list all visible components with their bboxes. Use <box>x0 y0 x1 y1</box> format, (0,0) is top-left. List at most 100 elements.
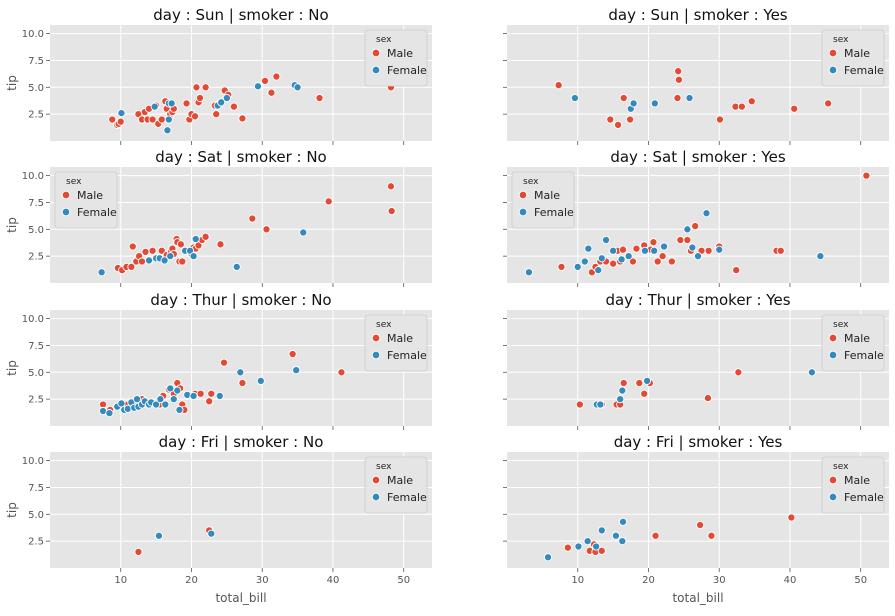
point-male <box>261 76 270 85</box>
point-male <box>178 257 187 266</box>
y-tick-label: 5.0 <box>28 83 44 94</box>
legend-frame <box>821 314 885 372</box>
panel-title: day : Fri | smoker : No <box>159 433 324 451</box>
x-tick-label: 20 <box>185 575 198 586</box>
facet-panel-4: day : Sat | smoker : Yes sex Male Female <box>503 148 889 287</box>
point-male <box>557 262 566 271</box>
point-male <box>862 171 871 180</box>
y-tick-label: 5.0 <box>28 368 44 379</box>
y-tick-label: 5.0 <box>28 510 44 521</box>
point-male <box>148 246 157 255</box>
point-male <box>707 531 716 540</box>
point-male <box>127 262 136 271</box>
legend-label-female: Female <box>387 349 427 362</box>
point-female <box>570 93 579 103</box>
legend-title: sex <box>376 35 392 45</box>
point-female <box>152 400 161 409</box>
legend: sex Male Female <box>364 456 428 514</box>
point-male <box>238 114 247 123</box>
point-female <box>618 537 627 546</box>
point-female <box>715 245 724 254</box>
legend: sex Male Female <box>821 456 885 514</box>
point-female <box>189 252 198 261</box>
legend-label-male: Male <box>387 474 413 487</box>
point-male <box>315 93 324 103</box>
legend: sex Male Female <box>511 171 575 229</box>
point-male <box>386 182 396 191</box>
point-male <box>628 257 637 266</box>
legend-title: sex <box>833 35 849 45</box>
legend-marker-female <box>828 65 838 75</box>
legend-frame <box>364 456 428 514</box>
point-male <box>324 197 333 206</box>
point-male <box>606 115 615 124</box>
point-female <box>236 368 245 377</box>
x-tick-label: 20 <box>642 575 655 586</box>
legend-label-female: Female <box>844 491 884 504</box>
point-female <box>611 531 620 540</box>
y-tick-label: 2.5 <box>28 110 44 121</box>
point-female <box>597 526 606 535</box>
point-female <box>624 252 633 261</box>
point-male <box>674 75 683 84</box>
legend-frame <box>511 171 575 229</box>
legend-marker-male <box>61 190 71 200</box>
y-tick-label: 10.0 <box>22 171 44 182</box>
x-tick-label: 30 <box>256 575 269 586</box>
y-tick-label: 7.5 <box>28 198 44 209</box>
legend-marker-female <box>828 350 838 360</box>
legend-title: sex <box>376 320 392 330</box>
point-female <box>640 246 649 255</box>
point-male <box>747 97 756 106</box>
legend-marker-male <box>371 333 381 343</box>
point-male <box>824 99 833 108</box>
point-female <box>618 386 627 395</box>
point-female <box>163 126 172 135</box>
point-female <box>583 537 592 546</box>
y-tick-label: 2.5 <box>28 395 44 406</box>
legend-label-male: Male <box>844 47 870 60</box>
facet-panel-8: day : Fri | smoker : Yes 10 20 30 40 50 total_… <box>503 433 889 605</box>
legend-label-male: Male <box>534 189 560 202</box>
point-male <box>288 349 297 359</box>
point-female <box>215 391 224 400</box>
legend-frame <box>364 314 428 372</box>
legend: sex Male Female <box>821 29 885 87</box>
x-axis-label: total_bill <box>215 591 266 605</box>
point-female <box>161 400 170 409</box>
point-female <box>629 99 638 108</box>
legend-marker-female <box>61 207 71 217</box>
legend-label-male: Male <box>387 332 413 345</box>
point-male <box>732 266 741 275</box>
point-female <box>617 255 626 264</box>
legend: sex Male Female <box>821 314 885 372</box>
point-female <box>685 93 694 103</box>
point-female <box>232 262 241 271</box>
point-male <box>790 104 799 113</box>
point-male <box>196 389 205 398</box>
point-male <box>575 400 584 409</box>
point-female <box>160 256 169 265</box>
legend: sex Male Female <box>54 171 118 229</box>
y-tick-label: 10.0 <box>22 456 44 467</box>
point-female <box>643 376 652 385</box>
legend-label-female: Female <box>387 64 427 77</box>
point-female <box>117 109 126 118</box>
x-tick-label: 10 <box>114 575 127 586</box>
point-male <box>619 93 628 103</box>
legend-frame <box>54 171 118 229</box>
point-male <box>653 257 662 266</box>
point-male <box>337 368 346 377</box>
point-male <box>190 112 200 121</box>
point-female <box>207 529 216 538</box>
y-tick-label: 10.0 <box>22 29 44 40</box>
legend-frame <box>821 456 885 514</box>
point-male <box>787 513 796 522</box>
point-female <box>816 252 825 261</box>
point-female <box>173 386 182 395</box>
legend-label-female: Female <box>844 349 884 362</box>
point-male <box>676 235 685 245</box>
x-tick-label: 30 <box>713 575 726 586</box>
point-male <box>715 115 724 124</box>
